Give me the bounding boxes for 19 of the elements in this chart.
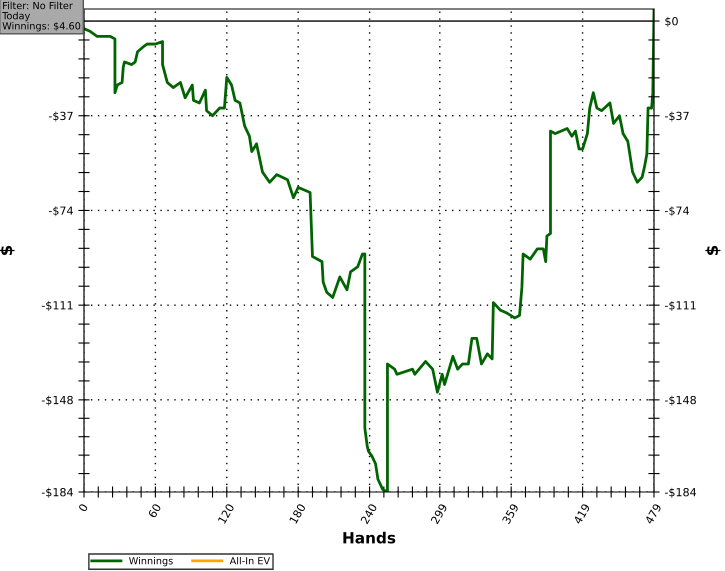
y-tick-label: -$148 [42, 396, 73, 406]
y2-tick-label: -$111 [664, 300, 696, 312]
line-series [84, 9, 654, 492]
x-tick-label: 0 [78, 503, 88, 512]
y-tick-label: -$37 [48, 112, 73, 122]
y2-tick-label: -$148 [664, 396, 696, 406]
legend-label: Winnings [129, 556, 173, 566]
y2-axis-title: $ [705, 246, 720, 255]
y-tick-label: -$111 [42, 300, 73, 312]
y-tick-label: -$74 [48, 206, 73, 216]
x-axis-title: Hands [343, 532, 396, 544]
y-tick-label: -$184 [42, 488, 73, 498]
y2-tick-label: -$184 [664, 488, 696, 498]
text: Filter: No Filter Today Winnings: $4.60 [2, 2, 80, 32]
legend-label: All-In EV [230, 556, 270, 564]
y2-tick-label: -$74 [664, 206, 690, 216]
y2-tick-label: $0 [665, 16, 678, 27]
x-tick-label: 60 [148, 503, 162, 518]
y2-tick-label: -$37 [664, 112, 689, 122]
